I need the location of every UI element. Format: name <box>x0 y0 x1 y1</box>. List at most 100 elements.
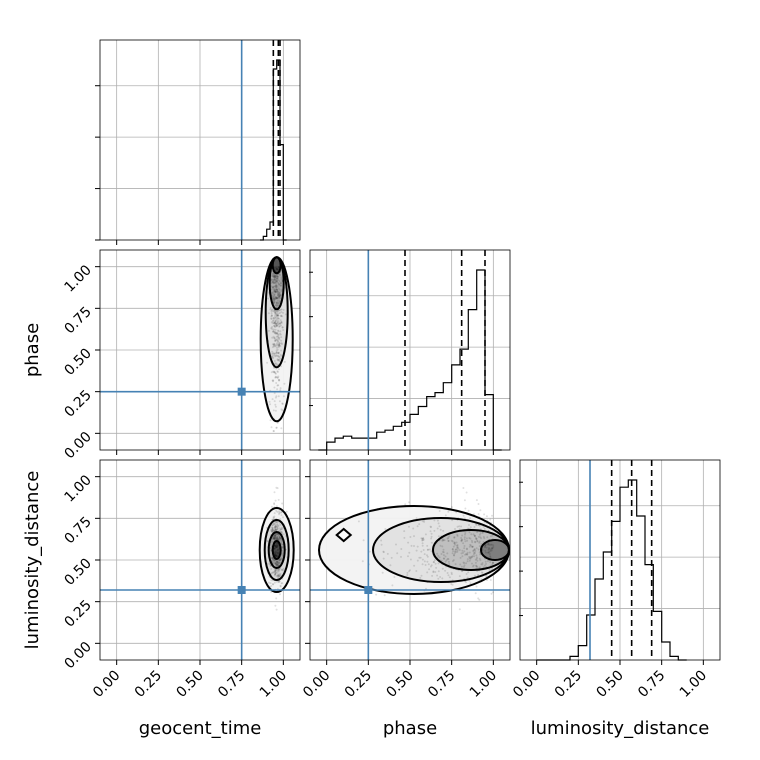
sample-point <box>275 376 278 379</box>
sample-point <box>279 574 282 577</box>
sample-point <box>276 371 279 373</box>
sample-point <box>280 324 282 327</box>
sample-point <box>481 531 484 534</box>
sample-point <box>279 530 282 533</box>
sample-point <box>274 304 277 307</box>
sample-point <box>275 266 278 269</box>
sample-point <box>276 487 279 490</box>
sample-point <box>281 402 284 405</box>
sample-point <box>272 335 275 338</box>
sample-point <box>456 549 459 552</box>
sample-point <box>274 311 277 314</box>
sample-point <box>273 552 276 555</box>
sample-point <box>271 346 274 349</box>
sample-point <box>415 549 418 552</box>
sample-point <box>418 556 421 559</box>
contour-group-geocent-time-luminosity-distance <box>258 507 295 593</box>
sample-point <box>272 296 274 298</box>
sample-point <box>276 288 279 291</box>
sample-point <box>279 333 282 336</box>
sample-point <box>455 541 458 544</box>
sample-point <box>276 545 279 548</box>
sample-point <box>274 321 276 324</box>
sample-point <box>279 518 282 521</box>
sample-point <box>277 525 280 528</box>
sample-point <box>471 545 474 548</box>
sample-point <box>278 343 281 346</box>
sample-point <box>276 297 279 300</box>
sample-point <box>273 337 276 340</box>
sample-point <box>474 536 477 539</box>
sample-point <box>280 342 283 345</box>
sample-point <box>421 539 424 542</box>
sample-point <box>486 560 489 563</box>
sample-point <box>269 403 272 406</box>
sample-point <box>276 535 279 538</box>
sample-point <box>275 544 278 547</box>
sample-point <box>460 552 463 555</box>
y-axis-label-luminosity-distance: luminosity_distance <box>22 471 43 650</box>
sample-point <box>279 323 281 325</box>
sample-point <box>426 571 429 574</box>
sample-point <box>424 564 427 566</box>
sample-point <box>278 294 281 297</box>
sample-point <box>437 570 440 573</box>
sample-point <box>271 357 274 360</box>
sample-point <box>272 343 275 346</box>
sample-point <box>272 370 275 373</box>
sample-point <box>273 289 276 292</box>
sample-point <box>275 281 278 284</box>
sample-point <box>280 538 283 541</box>
sample-point <box>421 539 424 542</box>
sample-point <box>281 569 284 571</box>
sample-point <box>476 539 479 542</box>
sample-point <box>473 551 476 554</box>
sample-point <box>271 355 273 358</box>
sample-point <box>444 560 447 563</box>
sample-point <box>271 524 274 526</box>
sample-point <box>409 558 412 561</box>
sample-point <box>453 552 456 555</box>
sample-point <box>440 553 443 555</box>
sample-point <box>437 522 440 525</box>
sample-point <box>269 547 272 550</box>
sample-point <box>471 555 474 558</box>
sample-point <box>276 574 279 577</box>
sample-point <box>458 575 461 578</box>
sample-point <box>270 585 273 587</box>
sample-point <box>277 548 280 551</box>
sample-point <box>473 555 476 558</box>
sample-point <box>280 278 283 281</box>
sample-point <box>277 375 280 378</box>
sample-point <box>275 276 278 279</box>
sample-point <box>276 314 279 317</box>
sample-point <box>276 421 279 424</box>
sample-point <box>283 360 286 363</box>
sample-point <box>275 278 278 280</box>
sample-point <box>278 288 281 291</box>
sample-point <box>433 519 436 522</box>
sample-point <box>277 574 280 577</box>
sample-point <box>273 547 276 550</box>
sample-point <box>276 544 279 547</box>
sample-point <box>462 542 465 545</box>
sample-point <box>267 581 270 584</box>
sample-point <box>460 539 463 542</box>
sample-point <box>274 553 277 556</box>
sample-point <box>462 514 465 517</box>
sample-point <box>276 538 279 541</box>
sample-point <box>280 339 283 342</box>
sample-point <box>272 529 275 532</box>
ytick-label-luminosity-distance-3: 0.75 <box>61 514 94 547</box>
sample-point <box>278 539 281 542</box>
sample-point <box>275 564 278 566</box>
contour-1 <box>263 519 290 581</box>
sample-point <box>266 540 269 542</box>
sample-point <box>426 560 429 563</box>
density-level-3 <box>272 541 281 559</box>
sample-point <box>273 274 276 277</box>
sample-point <box>421 542 424 545</box>
sample-point <box>456 544 459 547</box>
sample-point <box>271 273 274 276</box>
sample-point <box>481 571 484 574</box>
